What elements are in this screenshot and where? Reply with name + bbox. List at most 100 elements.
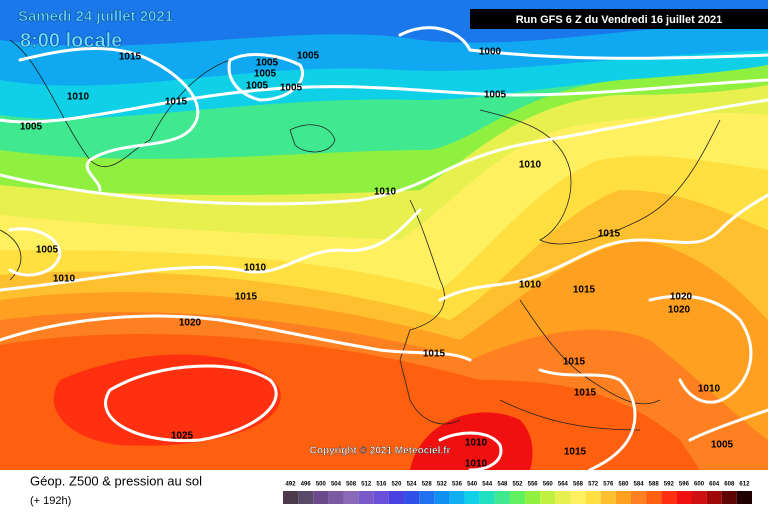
isobar-label: 1015	[165, 97, 188, 108]
isobars	[0, 26, 768, 472]
run-box	[470, 9, 768, 29]
legend-label: 596	[679, 482, 690, 488]
legend-label: 568	[573, 482, 584, 488]
isobar-label: 1005	[711, 440, 734, 451]
geopotential-field	[0, 0, 768, 471]
legend-label: 544	[482, 482, 493, 488]
legend-label: 540	[467, 482, 478, 488]
legend-swatch	[646, 491, 662, 504]
legend-swatch	[585, 491, 601, 504]
legend-swatch	[479, 491, 495, 504]
legend-swatch	[298, 491, 314, 504]
legend-label: 548	[497, 482, 508, 488]
isobar-label: 1015	[119, 52, 142, 63]
legend-label: 612	[739, 482, 750, 488]
legend-label: 500	[316, 482, 327, 488]
legend-swatch	[373, 491, 389, 504]
isobar-label: 1010	[53, 274, 76, 285]
isobar-label: 1010	[519, 280, 542, 291]
legend-swatch	[449, 491, 465, 504]
isobar-label: 1025	[171, 431, 194, 442]
legend-label: 588	[649, 482, 660, 488]
isobar-label: 1010	[465, 459, 488, 470]
legend-swatch	[630, 491, 647, 504]
legend-swatch	[358, 491, 374, 504]
legend-label: 504	[331, 482, 342, 488]
isobar-label: 1010	[698, 384, 721, 395]
legend-swatch	[570, 491, 586, 504]
isobar-label: 1005	[484, 90, 507, 101]
legend-label: 532	[437, 482, 448, 488]
legend-swatch	[661, 491, 677, 504]
legend-swatch	[494, 491, 510, 504]
legend-swatch	[691, 491, 707, 504]
legend-label: 512	[361, 482, 372, 488]
legend-label: 584	[634, 482, 645, 488]
legend-label: 528	[422, 482, 433, 488]
legend-swatch	[509, 491, 526, 504]
isobar-label: 1015	[563, 357, 586, 368]
legend-swatch	[600, 491, 616, 504]
legend-swatch	[721, 491, 737, 504]
valid-date: Samedi 24 juillet 2021	[18, 8, 173, 25]
legend-label: 592	[664, 482, 675, 488]
isobar-label: 1015	[574, 388, 597, 399]
isobar-label: 1010	[67, 92, 90, 103]
legend-label: 536	[452, 482, 463, 488]
legend-swatch	[555, 491, 571, 504]
legend-label: 520	[391, 482, 402, 488]
isobar-label: 1010	[465, 438, 488, 449]
legend-label: 492	[286, 482, 297, 488]
legend-label: 516	[376, 482, 387, 488]
isobar-label: 1005	[280, 83, 303, 94]
isobar-label: 1010	[244, 263, 267, 274]
legend-label: 564	[558, 482, 569, 488]
lead-time: (+ 192h)	[30, 495, 71, 507]
isobar-label: 1005	[254, 69, 277, 80]
isobar-label: 1015	[598, 229, 621, 240]
legend-label: 556	[528, 482, 539, 488]
isobar-label: 1010	[374, 187, 397, 198]
isobar-label: 1015	[423, 349, 446, 360]
local-time: 8:00 locale	[20, 30, 122, 52]
isobar-label: 1010	[519, 160, 542, 171]
legend-label: 600	[694, 482, 705, 488]
legend-label: 576	[603, 482, 614, 488]
legend-label: 524	[407, 482, 418, 488]
legend-swatch	[540, 491, 556, 504]
legend-swatch	[615, 491, 631, 504]
isobar-label: 1005	[36, 245, 59, 256]
legend-swatch	[706, 491, 722, 504]
isobar-label: 1015	[573, 285, 596, 296]
isobar-label: 1005	[20, 122, 43, 133]
legend-swatch	[343, 491, 359, 504]
legend-label: 572	[588, 482, 599, 488]
legend-label: 608	[724, 482, 735, 488]
legend-swatch	[464, 491, 480, 504]
legend-swatch	[525, 491, 541, 504]
footer-title: Géop. Z500 & pression au sol	[30, 473, 202, 488]
legend-label: 508	[346, 482, 357, 488]
legend-swatch	[676, 491, 692, 504]
isobar-label: 1020	[179, 318, 202, 329]
legend-label: 560	[543, 482, 554, 488]
legend-swatch	[283, 491, 299, 504]
isobar-label: 1020	[670, 292, 693, 303]
isobar-label: 1005	[256, 58, 279, 69]
copyright: Copyright © 2021 Meteociel.fr	[310, 446, 451, 457]
isobar-label: 1015	[564, 447, 587, 458]
isobar-label: 1000	[479, 47, 502, 58]
legend-swatch	[404, 491, 420, 504]
legend-swatch	[434, 491, 450, 504]
isobar-label: 1020	[668, 305, 691, 316]
coastlines	[0, 39, 721, 431]
legend-swatch	[328, 491, 344, 504]
isobar-label: 1005	[246, 81, 269, 92]
legend-label: 604	[709, 482, 720, 488]
isobar-label: 1005	[297, 51, 320, 62]
isobar-label: 1015	[235, 292, 258, 303]
legend-swatch	[736, 491, 752, 504]
legend-swatch	[313, 491, 329, 504]
